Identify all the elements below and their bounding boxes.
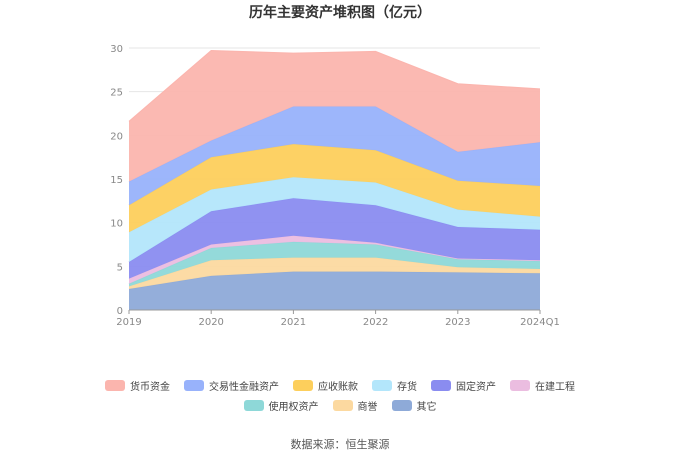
- legend-swatch: [293, 380, 313, 391]
- legend-item[interactable]: 商誉: [332, 398, 378, 413]
- legend-item[interactable]: 交易性金融资产: [184, 378, 279, 393]
- x-tick-label: 2024Q1: [520, 317, 560, 328]
- legend-label: 使用权资产: [268, 402, 319, 413]
- legend-swatch: [431, 380, 451, 391]
- chart-title: 历年主要资产堆积图（亿元）: [249, 5, 431, 21]
- legend-swatch: [105, 380, 125, 391]
- legend-label: 应收账款: [318, 382, 358, 393]
- legend-item[interactable]: 在建工程: [510, 378, 575, 393]
- legend-label: 货币资金: [130, 382, 170, 393]
- y-tick-label: 10: [110, 219, 123, 230]
- y-tick-label: 20: [110, 131, 123, 142]
- area-series-交易性金融资产: [129, 106, 540, 206]
- area-edge-货币资金: [128, 49, 541, 122]
- legend-label: 交易性金融资产: [209, 382, 279, 393]
- legend-swatch: [372, 380, 392, 391]
- y-tick-label: 25: [110, 88, 123, 99]
- area-series-应收账款: [129, 144, 540, 233]
- axes: 0 5 10 15 20 25 30 2019 2020 2021 2022 2023 2024Q1: [110, 44, 560, 328]
- y-tick-label: 0: [117, 306, 123, 317]
- legend-item[interactable]: 使用权资产: [243, 398, 319, 413]
- legend-label: 存货: [397, 382, 417, 393]
- x-tick-label: 2023: [445, 317, 470, 328]
- legend-label: 商誉: [357, 402, 378, 413]
- area-series-商誉: [129, 257, 540, 289]
- y-tick-label: 15: [110, 175, 123, 186]
- legend-label: 在建工程: [535, 382, 575, 393]
- x-tick-label: 2021: [281, 317, 306, 328]
- source-note: 数据来源：恒生聚源: [290, 438, 390, 451]
- area-layer: [128, 49, 541, 310]
- legend-label: 其它: [416, 402, 437, 413]
- legend-swatch: [391, 400, 412, 411]
- area-series-其它: [129, 271, 540, 310]
- legend-swatch: [332, 400, 353, 411]
- legend-row-2: 使用权资产 商誉 其它: [0, 398, 680, 413]
- area-series-使用权资产: [129, 241, 540, 287]
- legend-item[interactable]: 应收账款: [293, 378, 358, 393]
- legend-swatch: [510, 380, 530, 391]
- legend-row-1: 货币资金 交易性金融资产 应收账款 存货 固定资产 在建工程: [0, 378, 680, 393]
- x-tick-label: 2019: [116, 317, 141, 328]
- area-series-存货: [129, 177, 540, 262]
- legend-item[interactable]: 货币资金: [105, 378, 170, 393]
- area-series-货币资金: [129, 50, 540, 182]
- y-tick-label: 5: [117, 262, 123, 273]
- legend-swatch: [184, 380, 204, 391]
- area-series-固定资产: [129, 198, 540, 279]
- legend-item[interactable]: 其它: [391, 398, 437, 413]
- legend-item[interactable]: 存货: [372, 378, 417, 393]
- legend-item[interactable]: 固定资产: [431, 378, 496, 393]
- x-tick-label: 2022: [363, 317, 388, 328]
- legend-swatch: [243, 400, 264, 411]
- legend-label: 固定资产: [456, 382, 496, 393]
- x-tick-label: 2020: [198, 317, 223, 328]
- y-tick-label: 30: [110, 44, 123, 55]
